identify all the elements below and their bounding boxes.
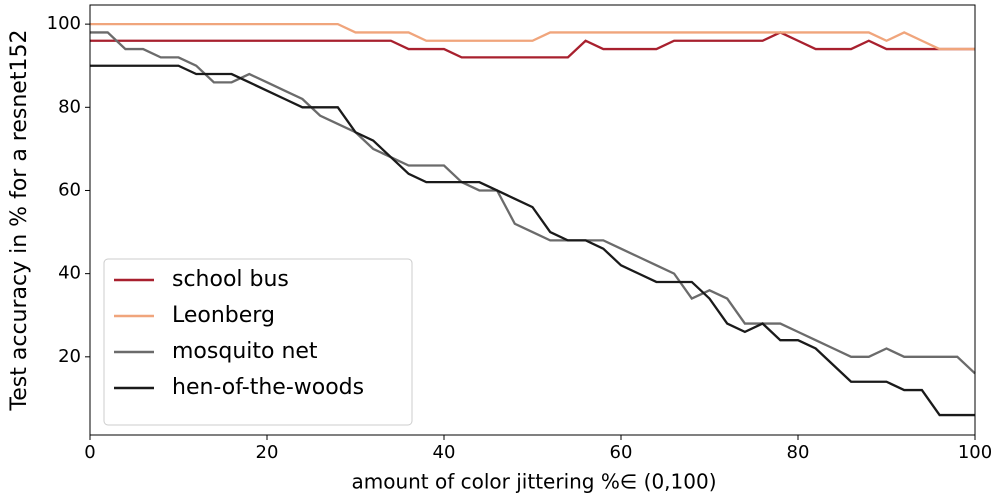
legend-label: mosquito net — [172, 339, 318, 364]
x-tick-label: 0 — [84, 442, 95, 463]
series-line — [90, 64, 975, 417]
legend-label: school bus — [172, 267, 289, 292]
x-tick-label: 60 — [610, 442, 633, 463]
y-tick-label: 60 — [58, 179, 81, 200]
legend: school bus Leonberg mosquito net hen-of-the… — [103, 258, 413, 426]
y-axis-label: Test accuracy in % for a resnet152 — [7, 30, 32, 412]
series-line — [90, 31, 976, 375]
x-tick-label: 20 — [256, 442, 279, 463]
series-line — [90, 22, 975, 51]
y-tick-label: 100 — [47, 13, 81, 34]
y-tick-label: 20 — [58, 346, 81, 367]
legend-label: Leonberg — [172, 303, 275, 328]
plot-frame — [89, 4, 976, 436]
series-line — [90, 31, 975, 59]
y-tick-label: 40 — [58, 263, 81, 284]
y-tick-label: 80 — [58, 96, 81, 117]
x-axis-label: amount of color jittering %∈ (0,100) — [351, 470, 716, 494]
legend-label: hen-of-the-woods — [172, 375, 364, 400]
x-tick-label: 40 — [433, 442, 456, 463]
x-tick-label: 80 — [787, 442, 810, 463]
legend-box — [103, 258, 413, 426]
x-tick-label: 100 — [958, 442, 992, 463]
